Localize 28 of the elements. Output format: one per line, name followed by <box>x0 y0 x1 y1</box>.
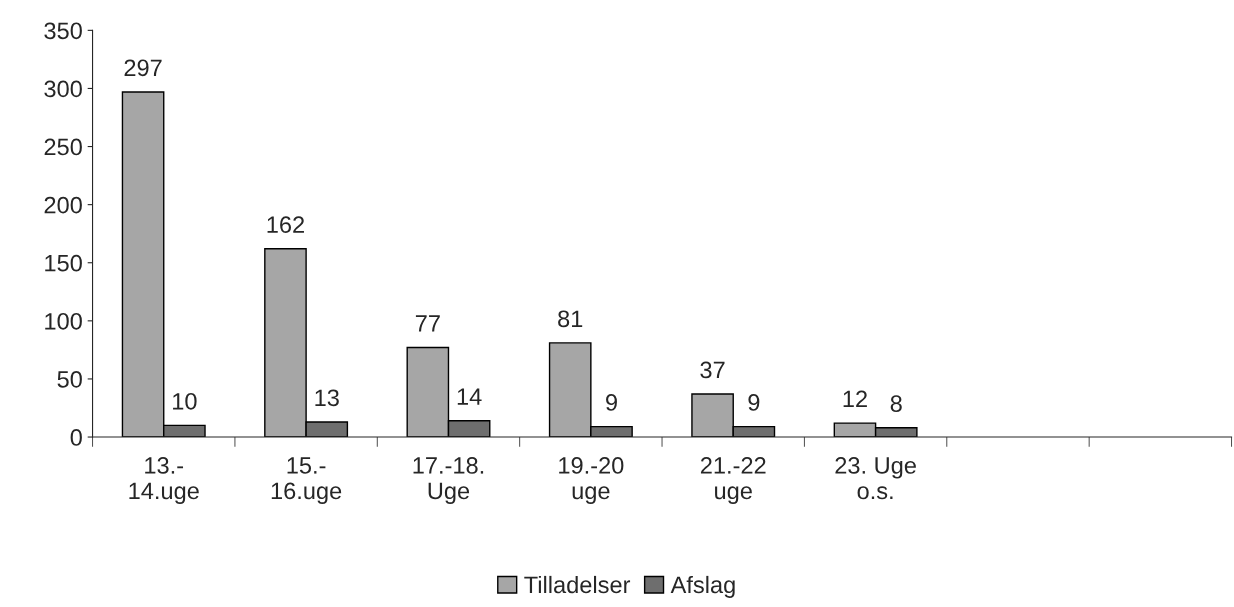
y-tick-label: 300 <box>44 80 82 98</box>
y-tick-label: 150 <box>45 254 82 272</box>
data-label: 12 <box>843 390 867 408</box>
data-label: 162 <box>267 216 304 234</box>
x-tick-label: 21.-22 uge <box>700 457 766 504</box>
y-tick-label: 250 <box>44 138 82 156</box>
data-label: 81 <box>558 310 583 328</box>
x-tick-label: 15.- 16.uge <box>271 457 342 504</box>
data-label: 13 <box>315 389 339 407</box>
legend-label: Afslag <box>670 575 735 598</box>
legend-label: Tilladelser <box>524 575 631 594</box>
y-tick-label: 0 <box>70 429 82 446</box>
x-tick-label: 17.-18. Uge <box>413 457 484 504</box>
data-label: 8 <box>890 395 902 412</box>
data-label: 14 <box>457 388 482 405</box>
data-label: 77 <box>415 315 440 332</box>
y-tick-label: 100 <box>45 312 82 330</box>
x-tick-label: 23. Uge o.s. <box>835 457 916 500</box>
x-tick-label: 13.- 14.uge <box>129 457 199 504</box>
y-tick-label: 200 <box>44 196 82 214</box>
y-tick-label: 350 <box>44 22 82 40</box>
x-tick-label: 19.-20 uge <box>559 457 624 504</box>
data-label: 297 <box>124 59 162 77</box>
data-label: 9 <box>606 394 617 411</box>
data-label: 37 <box>700 361 725 379</box>
data-label: 10 <box>173 392 197 410</box>
data-label: 9 <box>748 394 760 411</box>
y-tick-label: 50 <box>57 371 82 388</box>
